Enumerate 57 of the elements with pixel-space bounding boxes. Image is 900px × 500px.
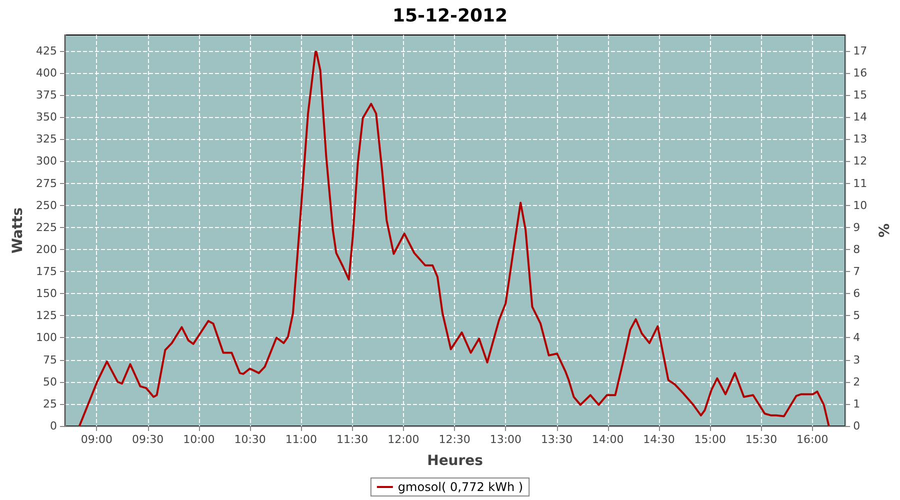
y2-tick-label: 14 bbox=[853, 110, 868, 124]
y2-tick-label: 3 bbox=[853, 353, 860, 366]
x-tick-label: 10:30 bbox=[234, 433, 266, 446]
x-tick-label: 11:00 bbox=[285, 433, 318, 446]
y-tick-label: 150 bbox=[36, 287, 57, 300]
y-tick-label: 325 bbox=[36, 132, 57, 146]
x-tick-label: 11:30 bbox=[336, 433, 368, 446]
x-tick-label: 13:30 bbox=[540, 433, 573, 446]
y-tick-label: 225 bbox=[36, 220, 57, 234]
y2-tick-label: 6 bbox=[853, 287, 860, 300]
x-tick-label: 15:30 bbox=[745, 433, 778, 446]
x-tick-label: 13:00 bbox=[490, 433, 522, 446]
y-tick-label: 125 bbox=[36, 309, 57, 322]
chart-title: 15-12-2012 bbox=[392, 6, 508, 26]
y-tick-label: 275 bbox=[36, 176, 57, 190]
x-tick-label: 12:00 bbox=[388, 433, 420, 446]
x-tick-label: 16:00 bbox=[796, 433, 828, 446]
y2-tick-label: 7 bbox=[853, 265, 860, 278]
line-series bbox=[78, 50, 830, 427]
y-tick-label: 100 bbox=[36, 331, 57, 344]
y-tick-label: 425 bbox=[36, 44, 57, 58]
x-axis-title: Heures bbox=[427, 453, 484, 469]
y2-tick-label: 12 bbox=[853, 154, 868, 168]
y-tick-label: 0 bbox=[50, 420, 57, 432]
y-tick-label: 250 bbox=[36, 198, 57, 212]
y2-tick-label: 15 bbox=[853, 88, 868, 102]
x-tick-label: 14:00 bbox=[592, 433, 624, 446]
y2-tick-label: 16 bbox=[853, 66, 868, 80]
y2-tick-label: 4 bbox=[853, 331, 860, 344]
y-tick-label: 175 bbox=[36, 265, 57, 278]
x-tick-label: 12:30 bbox=[438, 433, 470, 446]
y2-tick-label: 17 bbox=[853, 44, 868, 58]
y2-tick-label: 2 bbox=[853, 375, 860, 388]
y2-axis-title: % bbox=[877, 223, 893, 238]
y-tick-label: 50 bbox=[43, 375, 57, 388]
y2-tick-label: 0 bbox=[853, 420, 860, 432]
y-tick-label: 25 bbox=[43, 397, 57, 410]
y2-tick-label: 9 bbox=[853, 220, 860, 234]
x-tick-label: 09:30 bbox=[132, 433, 164, 446]
y2-tick-label: 10 bbox=[853, 198, 868, 212]
x-tick-label: 14:30 bbox=[643, 433, 675, 446]
y2-tick-label: 1 bbox=[853, 397, 860, 410]
y-tick-label: 75 bbox=[43, 353, 57, 366]
y2-tick-label: 5 bbox=[853, 309, 860, 322]
y-tick-label: 375 bbox=[36, 88, 57, 102]
x-tick-label: 15:00 bbox=[694, 433, 726, 446]
y-axis-title: Watts bbox=[10, 207, 26, 254]
y2-tick-label: 8 bbox=[853, 242, 860, 256]
legend-label: gmosol( 0,772 kWh ) bbox=[398, 480, 524, 494]
y-tick-label: 300 bbox=[36, 154, 57, 168]
x-tick-label: 10:00 bbox=[183, 433, 215, 446]
y2-tick-label: 13 bbox=[853, 132, 868, 146]
y-tick-label: 350 bbox=[36, 110, 57, 124]
y2-tick-label: 11 bbox=[853, 176, 868, 190]
y-tick-label: 400 bbox=[36, 66, 57, 80]
y-tick-label: 200 bbox=[36, 242, 57, 256]
x-tick-label: 09:00 bbox=[80, 433, 113, 446]
